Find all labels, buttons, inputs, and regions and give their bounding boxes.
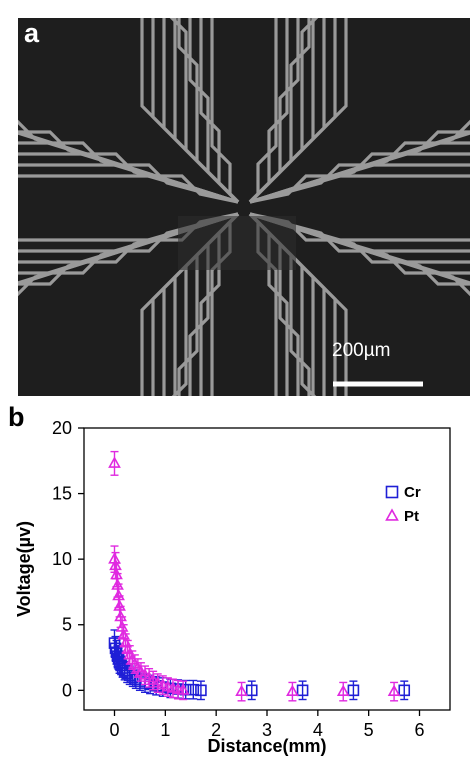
pt-data-point — [146, 673, 160, 685]
electrode-trace — [18, 130, 239, 204]
electrode-array-image — [18, 18, 470, 396]
x-tick-label: 0 — [109, 720, 119, 740]
x-tick-label: 2 — [211, 720, 221, 740]
image-background — [18, 18, 470, 396]
pt-data-point — [235, 684, 248, 697]
y-tick-label: 15 — [52, 484, 72, 504]
panel-b-label: b — [8, 402, 25, 432]
cr-data-point — [187, 683, 200, 696]
pt-data-point — [109, 558, 122, 571]
series-pt — [108, 450, 401, 702]
pt-data-point — [176, 683, 190, 695]
electrode-traces — [18, 18, 470, 396]
y-tick-label: 0 — [62, 680, 72, 700]
cr-data-point — [398, 684, 411, 697]
cr-data-point — [296, 684, 309, 697]
legend-label-pt: Pt — [404, 508, 419, 525]
legend-marker-cr — [385, 485, 399, 499]
x-axis-ticks: 0 1 2 3 4 5 6 — [109, 710, 425, 740]
y-tick-label: 5 — [62, 615, 72, 635]
x-tick-label: 3 — [262, 720, 272, 740]
electrode-trace — [248, 18, 348, 204]
y-axis-label: Voltage(µv) — [14, 521, 34, 617]
x-axis-label: Distance(mm) — [207, 736, 326, 756]
electrode-pad-region — [178, 216, 296, 270]
cr-data-point — [195, 684, 207, 697]
scale-bar-label: 200µm — [332, 340, 391, 361]
pt-data-point — [336, 684, 350, 697]
series-layer — [108, 450, 411, 702]
x-tick-label: 4 — [313, 720, 323, 740]
legend-marker-pt — [385, 508, 399, 521]
x-tick-label: 1 — [160, 720, 170, 740]
electrode-trace — [249, 130, 470, 204]
cr-data-point — [123, 669, 136, 682]
pt-data-point — [112, 588, 125, 601]
x-tick-label: 5 — [364, 720, 374, 740]
panel-a-label: a — [24, 18, 40, 48]
legend-label-cr: Cr — [404, 484, 421, 501]
pt-data-point — [387, 684, 401, 697]
voltage-distance-chart: 0 1 2 3 4 5 6 0 5 10 15 20 Cr Pt Distance(mm) Volta… — [14, 418, 451, 756]
y-tick-label: 20 — [52, 418, 72, 438]
cr-data-point — [245, 684, 258, 697]
electrode-trace — [248, 212, 348, 396]
x-tick-label: 6 — [414, 720, 424, 740]
pt-data-point — [151, 676, 165, 688]
electrode-trace — [18, 212, 239, 286]
microscope-image — [18, 18, 470, 396]
pt-data-point — [156, 678, 170, 690]
pt-data-point — [113, 599, 126, 611]
electrode-trace — [249, 212, 470, 286]
legend: Cr Pt — [385, 484, 421, 525]
pt-data-point — [114, 609, 127, 622]
electrode-trace — [140, 212, 240, 396]
y-tick-label: 10 — [52, 549, 72, 569]
electrode-trace — [140, 18, 240, 204]
pt-data-point — [108, 456, 121, 468]
cr-data-point — [347, 684, 360, 697]
y-axis-ticks: 0 5 10 15 20 — [52, 418, 84, 700]
pt-data-point — [286, 684, 299, 697]
